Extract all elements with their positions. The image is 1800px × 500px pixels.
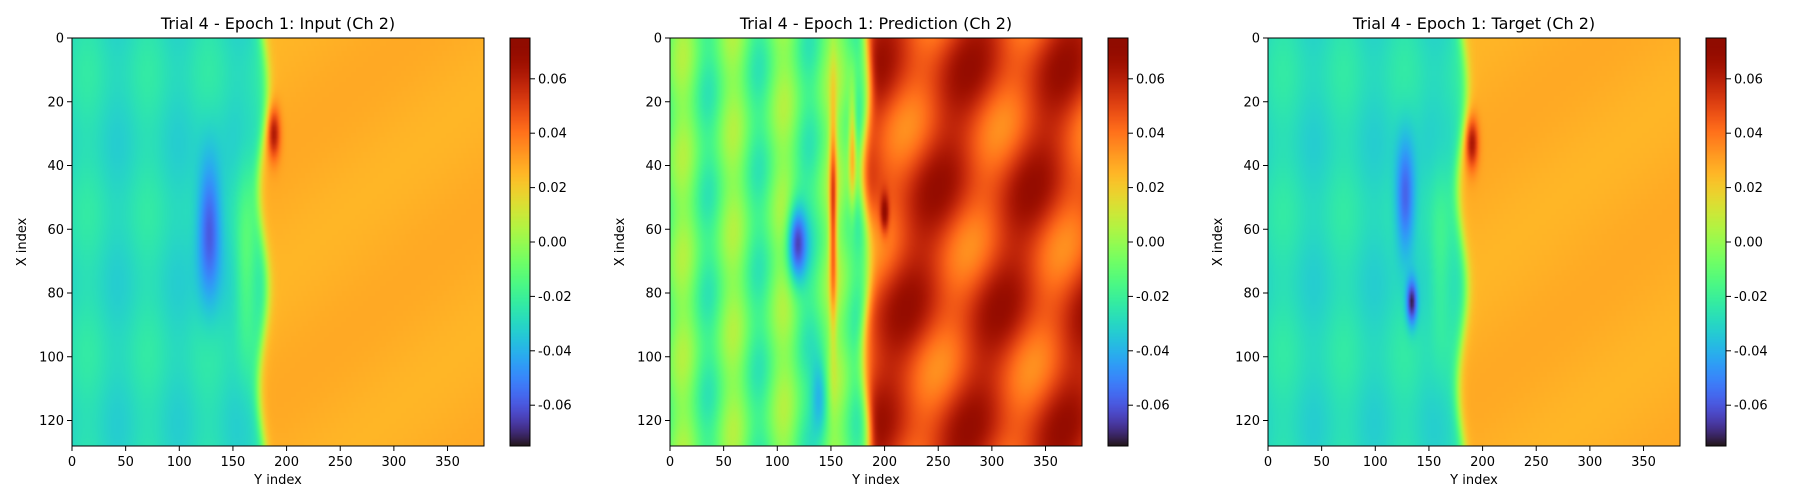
heatmap-image bbox=[72, 38, 484, 446]
colorbar-tick-label: 0.04 bbox=[1136, 127, 1165, 142]
colorbar-tick-label: -0.06 bbox=[1136, 399, 1170, 414]
x-tick-label: 300 bbox=[979, 455, 1004, 470]
x-tick-label: 150 bbox=[819, 455, 844, 470]
axes-frame bbox=[71, 37, 485, 447]
y-tick-label: 40 bbox=[645, 159, 662, 174]
colorbar-tick-label: 0.00 bbox=[1734, 236, 1763, 251]
x-tick-label: 50 bbox=[1313, 455, 1330, 470]
axes-frame bbox=[1267, 37, 1681, 447]
x-tick-label: 150 bbox=[1417, 455, 1442, 470]
colorbar-tick-label: 0.02 bbox=[538, 181, 567, 196]
y-tick-label: 0 bbox=[654, 32, 662, 47]
colorbar-tick-label: -0.06 bbox=[538, 399, 572, 414]
x-tick-label: 300 bbox=[1577, 455, 1602, 470]
x-tick-label: 0 bbox=[68, 455, 76, 470]
colorbar-tick-label: 0.02 bbox=[1136, 181, 1165, 196]
chart-title: Trial 4 - Epoch 1: Target (Ch 2) bbox=[1352, 14, 1595, 33]
x-tick-label: 200 bbox=[1470, 455, 1495, 470]
heatmap-panel-target: Trial 4 - Epoch 1: Target (Ch 2) 0 50 100 15… bbox=[1211, 14, 1768, 488]
colorbar-tick-label: 0.06 bbox=[1734, 72, 1763, 87]
heatmap-image bbox=[1268, 38, 1680, 446]
y-tick-label: 20 bbox=[645, 95, 662, 110]
x-axis-label: Y index bbox=[1449, 473, 1498, 488]
axes-frame bbox=[669, 37, 1083, 447]
colorbar-tick-label: 0.06 bbox=[538, 72, 567, 87]
y-tick-label: 40 bbox=[1243, 159, 1260, 174]
chart-title: Trial 4 - Epoch 1: Input (Ch 2) bbox=[160, 14, 395, 33]
y-tick-label: 40 bbox=[47, 159, 64, 174]
colorbar-tick-label: -0.02 bbox=[538, 290, 572, 305]
y-tick-label: 60 bbox=[47, 223, 64, 238]
colorbar-gradient bbox=[1108, 38, 1128, 446]
x-tick-label: 200 bbox=[872, 455, 897, 470]
colorbar-tick-label: -0.04 bbox=[538, 344, 572, 359]
colorbar-tick-label: 0.04 bbox=[1734, 127, 1763, 142]
colorbar-tick-label: -0.06 bbox=[1734, 399, 1768, 414]
x-tick-label: 150 bbox=[221, 455, 246, 470]
chart-title: Trial 4 - Epoch 1: Prediction (Ch 2) bbox=[739, 14, 1012, 33]
colorbar-tick-label: 0.00 bbox=[1136, 236, 1165, 251]
x-tick-label: 200 bbox=[274, 455, 299, 470]
colorbar-tick-label: 0.02 bbox=[1734, 181, 1763, 196]
y-tick-label: 0 bbox=[1252, 32, 1260, 47]
colorbar: -0.06 -0.04 -0.02 0.00 0.02 0.04 0.06 bbox=[509, 37, 572, 447]
heatmap-panel-input: Trial 4 - Epoch 1: Input (Ch 2) 0 50 100 150… bbox=[15, 14, 572, 488]
y-tick-label: 0 bbox=[56, 32, 64, 47]
x-tick-label: 250 bbox=[328, 455, 353, 470]
colorbar-tick-label: 0.06 bbox=[1136, 72, 1165, 87]
colorbar-tick-label: -0.02 bbox=[1136, 290, 1170, 305]
x-axis-label: Y index bbox=[851, 473, 900, 488]
y-tick-label: 20 bbox=[1243, 95, 1260, 110]
x-tick-label: 100 bbox=[167, 455, 192, 470]
x-tick-label: 350 bbox=[1033, 455, 1058, 470]
y-axis-label: X index bbox=[15, 217, 30, 266]
y-axis-label: X index bbox=[1211, 217, 1226, 266]
y-tick-label: 120 bbox=[1235, 414, 1260, 429]
y-tick-label: 60 bbox=[1243, 223, 1260, 238]
colorbar-tick-label: 0.00 bbox=[538, 236, 567, 251]
y-tick-label: 100 bbox=[1235, 350, 1260, 365]
y-tick-label: 20 bbox=[47, 95, 64, 110]
y-tick-label: 120 bbox=[637, 414, 662, 429]
colorbar-tick-label: -0.04 bbox=[1136, 344, 1170, 359]
heatmap-panel-prediction: Trial 4 - Epoch 1: Prediction (Ch 2) 0 50 1… bbox=[613, 14, 1170, 488]
x-axis-label: Y index bbox=[253, 473, 302, 488]
x-tick-label: 250 bbox=[926, 455, 951, 470]
x-tick-label: 100 bbox=[1363, 455, 1388, 470]
colorbar-tick-label: -0.02 bbox=[1734, 290, 1768, 305]
colorbar: -0.06 -0.04 -0.02 0.00 0.02 0.04 0.06 bbox=[1107, 37, 1170, 447]
x-tick-label: 100 bbox=[765, 455, 790, 470]
colorbar: -0.06 -0.04 -0.02 0.00 0.02 0.04 0.06 bbox=[1705, 37, 1768, 447]
heatmap-image bbox=[670, 38, 1082, 446]
y-tick-label: 100 bbox=[39, 350, 64, 365]
x-tick-label: 350 bbox=[435, 455, 460, 470]
colorbar-gradient bbox=[1706, 38, 1726, 446]
x-tick-label: 250 bbox=[1524, 455, 1549, 470]
x-tick-label: 0 bbox=[666, 455, 674, 470]
colorbar-tick-label: -0.04 bbox=[1734, 344, 1768, 359]
colorbar-gradient bbox=[510, 38, 530, 446]
x-tick-label: 350 bbox=[1631, 455, 1656, 470]
y-tick-label: 100 bbox=[637, 350, 662, 365]
y-tick-label: 60 bbox=[645, 223, 662, 238]
y-tick-label: 80 bbox=[1243, 287, 1260, 302]
x-tick-label: 300 bbox=[381, 455, 406, 470]
x-tick-label: 0 bbox=[1264, 455, 1272, 470]
y-axis-label: X index bbox=[613, 217, 628, 266]
y-tick-label: 80 bbox=[645, 287, 662, 302]
y-tick-label: 80 bbox=[47, 287, 64, 302]
colorbar-tick-label: 0.04 bbox=[538, 127, 567, 142]
x-tick-label: 50 bbox=[117, 455, 134, 470]
x-tick-label: 50 bbox=[715, 455, 732, 470]
y-tick-label: 120 bbox=[39, 414, 64, 429]
